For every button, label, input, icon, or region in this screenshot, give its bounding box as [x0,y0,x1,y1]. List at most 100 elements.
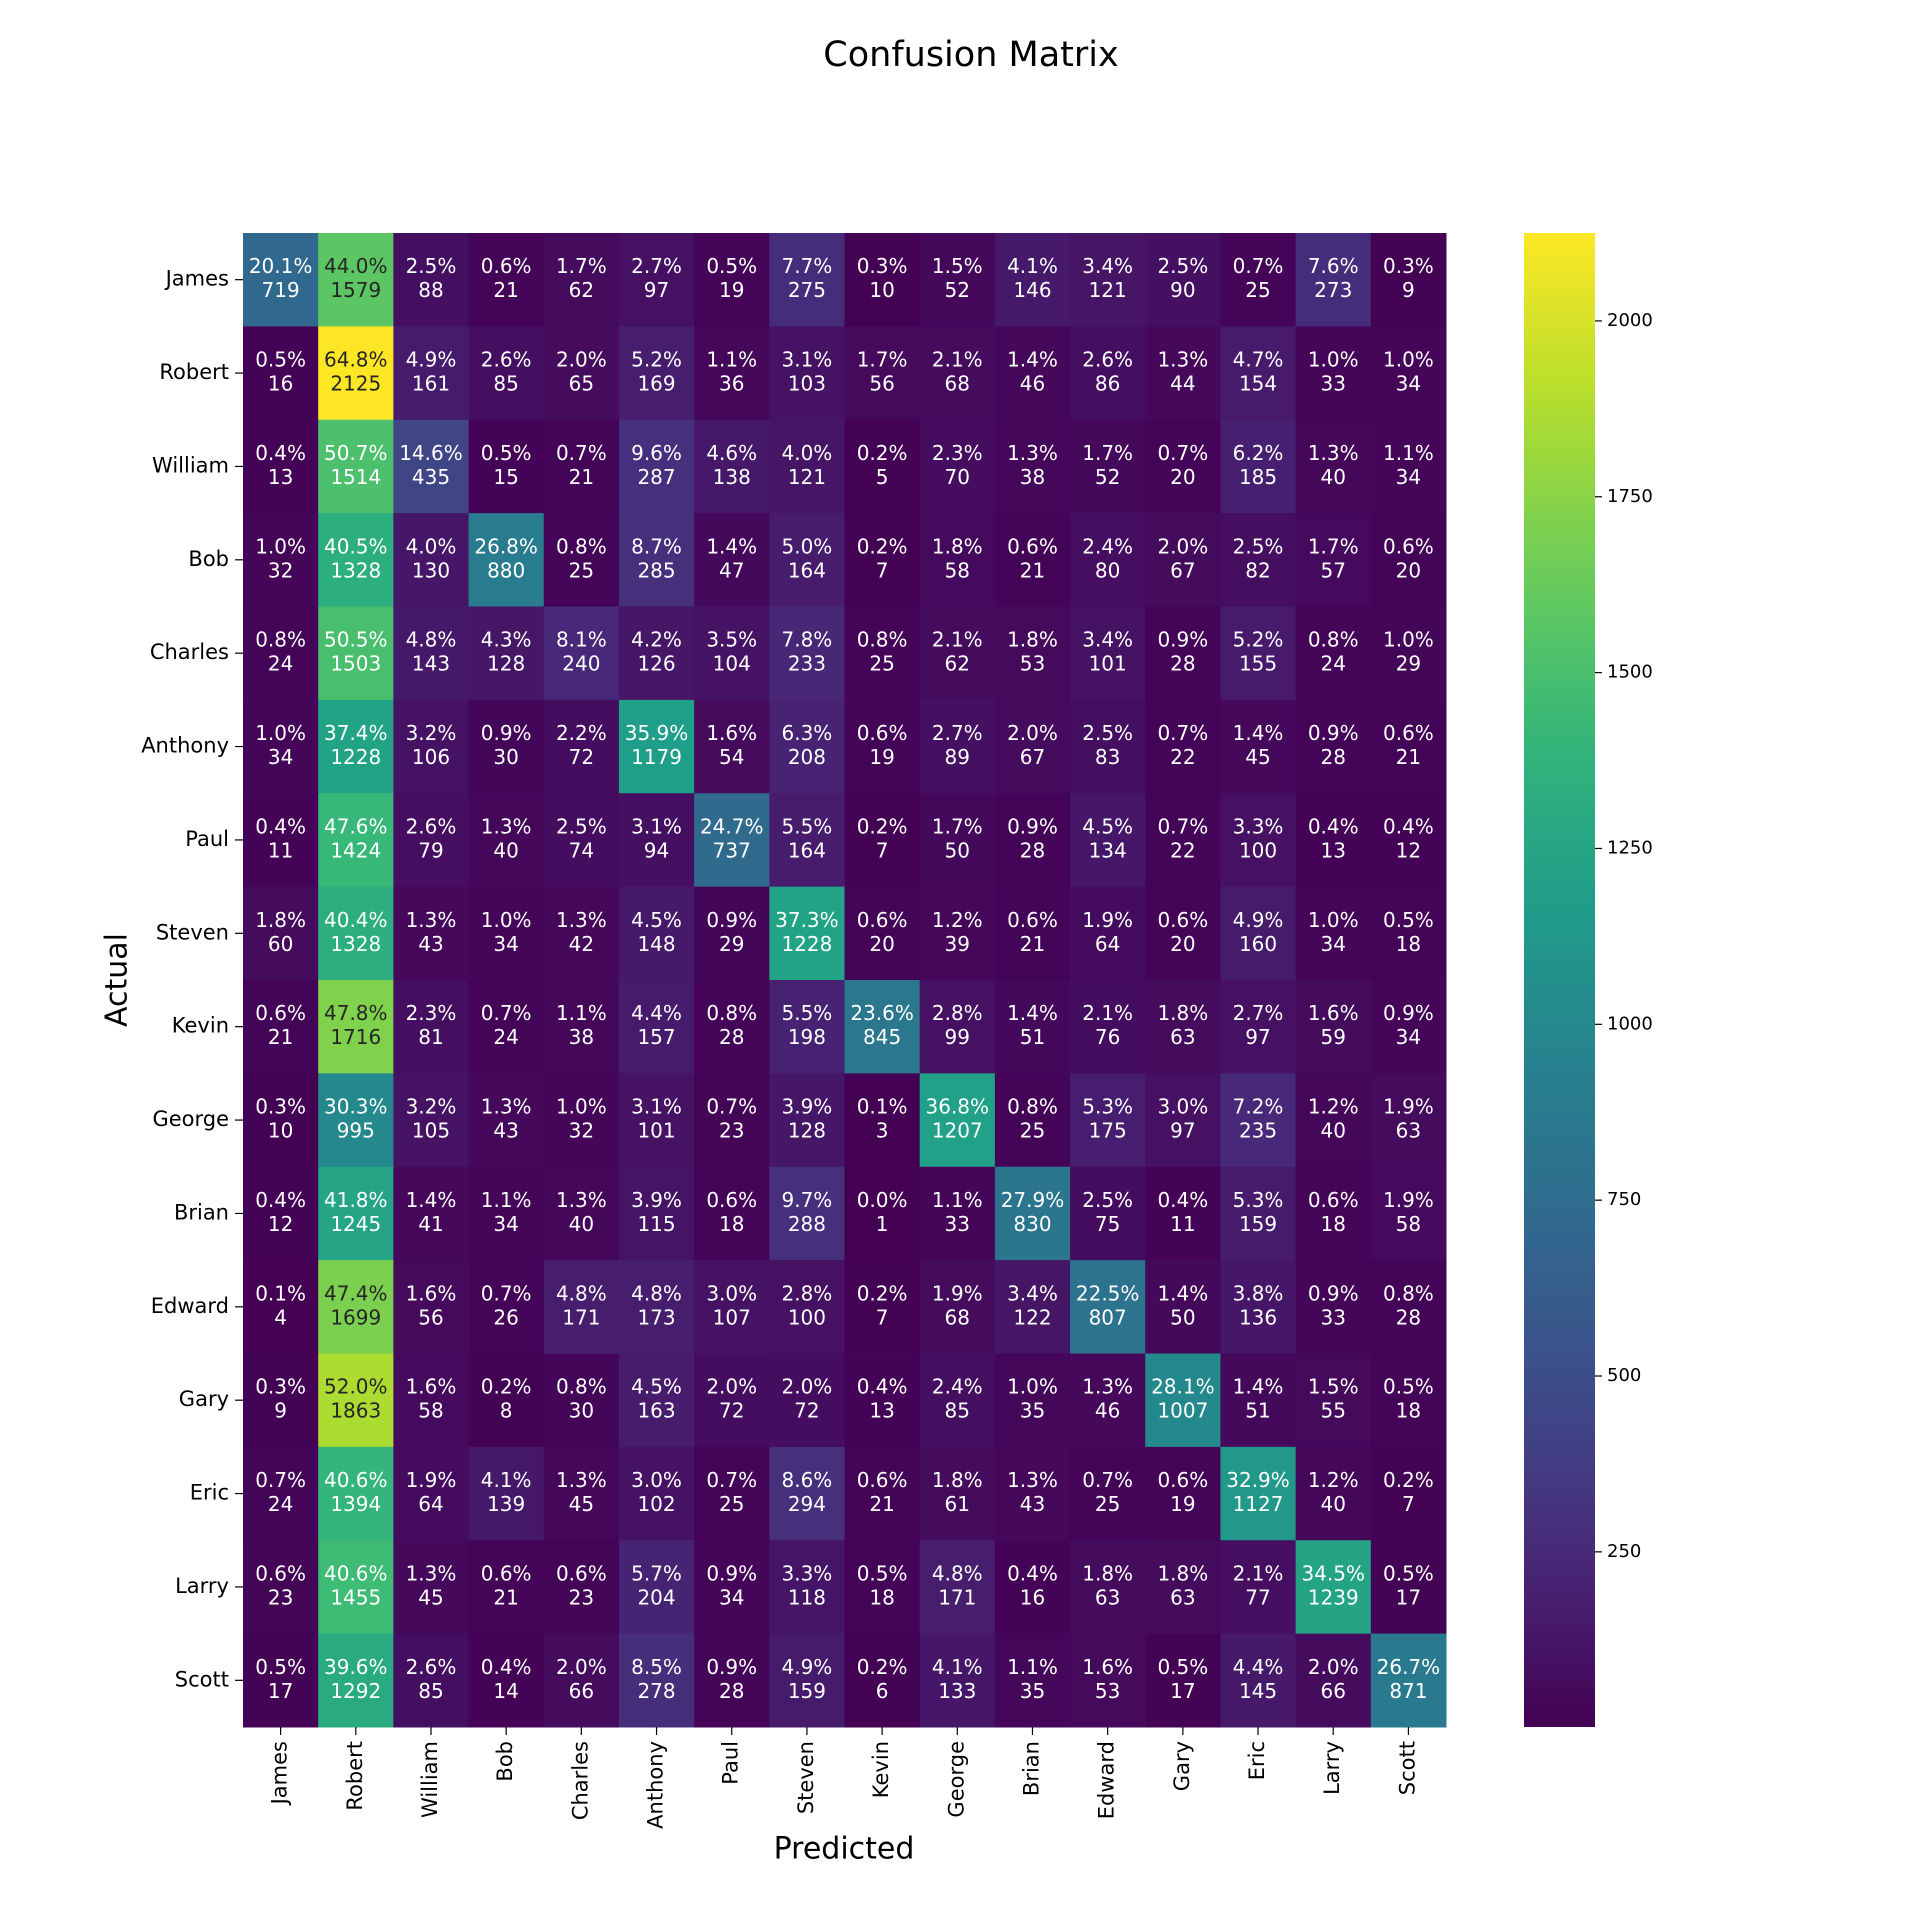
cell [919,980,996,1074]
cell [243,1353,319,1448]
cell-percent: 4.9% [406,348,457,372]
cell [1295,1260,1372,1354]
x-tick-label: Robert [343,1741,367,1811]
cell [1145,1633,1221,1728]
cell-percent: 1.4% [1157,1281,1208,1305]
cell-percent: 3.0% [631,1468,682,1492]
cell-count: 43 [1020,1492,1045,1516]
cell-count: 1328 [330,932,381,956]
cell-count: 101 [637,1119,675,1143]
cell-count: 7 [1402,1492,1415,1516]
cell-percent: 1.8% [1157,1001,1208,1025]
cell-percent: 4.9% [782,1655,833,1679]
cell-percent: 1.5% [1308,1375,1359,1399]
cell-percent: 0.3% [255,1095,306,1119]
cell-percent: 1.3% [1082,1375,1133,1399]
x-tick-label: William [418,1741,442,1818]
cell-count: 72 [794,1399,819,1423]
cell-percent: 2.6% [1082,348,1133,372]
cell-count: 25 [869,652,894,676]
cell [1070,1073,1146,1168]
cell-count: 18 [1396,1399,1421,1423]
cell-count: 1228 [330,745,381,769]
cell [994,233,1071,327]
cell-percent: 7.8% [782,628,833,652]
cell-percent: 26.8% [474,534,538,558]
cell [919,419,996,514]
cell-count: 45 [1245,745,1270,769]
cell [844,419,921,514]
cell-percent: 1.9% [1383,1188,1434,1212]
cell-count: 13 [1320,838,1345,862]
cell [1145,419,1221,514]
cell [1220,326,1297,421]
cell-count: 58 [945,558,970,582]
cell-percent: 0.1% [857,1095,908,1119]
cell-count: 43 [493,1119,518,1143]
cell-percent: 1.7% [556,254,607,278]
cell-percent: 40.6% [324,1468,388,1492]
cell [1220,980,1297,1074]
cell [844,1540,921,1635]
cell-count: 163 [637,1399,675,1423]
cell-count: 24 [493,1025,518,1049]
cell-count: 79 [418,838,443,862]
cell [1220,699,1297,794]
cell-percent: 0.2% [1383,1468,1434,1492]
cell-percent: 8.5% [631,1655,682,1679]
cell-count: 20 [1170,932,1195,956]
cell-percent: 2.4% [1082,534,1133,558]
cell [243,793,319,888]
cell-count: 107 [713,1305,751,1329]
cell-percent: 1.5% [932,254,983,278]
cell [468,1540,545,1635]
cell-count: 880 [487,558,525,582]
cell-count: 58 [418,1399,443,1423]
cell [919,1353,996,1448]
cell [694,419,770,514]
cell-count: 33 [1320,372,1345,396]
cell-percent: 0.9% [706,1561,757,1585]
cell [694,1540,770,1635]
cell-count: 46 [1020,372,1045,396]
cell-count: 66 [569,1679,594,1703]
cell-percent: 2.5% [406,254,457,278]
cell [694,886,770,981]
cell-count: 25 [1245,278,1270,302]
cell-count: 22 [1170,745,1195,769]
cell-percent: 8.6% [782,1468,833,1492]
cell [1370,326,1447,421]
cell [1145,1166,1221,1261]
cell-count: 52 [1095,465,1120,489]
cell-count: 9 [1402,278,1415,302]
cell-count: 66 [1320,1679,1345,1703]
cell [1295,699,1372,794]
cell-percent: 0.6% [556,1561,607,1585]
cell-percent: 0.5% [1383,1375,1434,1399]
cell-percent: 4.9% [1233,908,1284,932]
y-tick-label: Bob [188,547,229,571]
cell-count: 288 [788,1212,826,1236]
cell-percent: 1.2% [1308,1468,1359,1492]
cell [694,513,770,607]
cell [1295,326,1372,421]
cell-count: 81 [418,1025,443,1049]
cell-count: 61 [945,1492,970,1516]
cell [1295,513,1372,607]
cell-percent: 0.9% [706,1655,757,1679]
cell-percent: 0.7% [1233,254,1284,278]
cell-percent: 4.0% [406,534,457,558]
cell [769,1540,845,1635]
cell-percent: 3.2% [406,721,457,745]
cell-percent: 0.7% [1157,441,1208,465]
cell-percent: 4.2% [631,628,682,652]
cell-percent: 1.7% [857,348,908,372]
cell-percent: 2.5% [1233,534,1284,558]
cell-percent: 0.2% [857,814,908,838]
cell-count: 63 [1170,1025,1195,1049]
cell-count: 21 [1396,745,1421,769]
cell [919,793,996,888]
cell [1070,1633,1146,1728]
cell-count: 235 [1239,1119,1277,1143]
